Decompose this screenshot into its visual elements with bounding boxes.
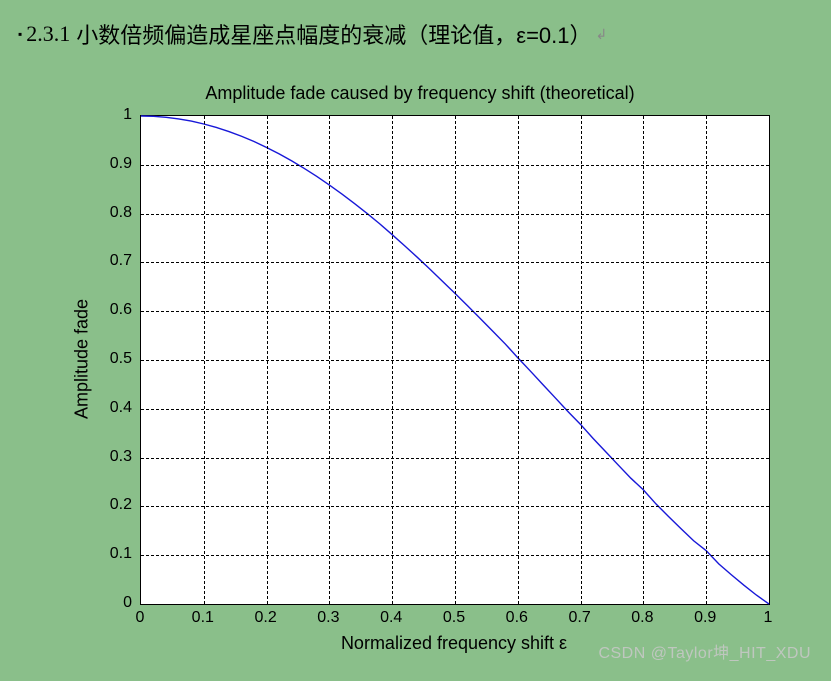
y-tick-label: 0.3: [110, 448, 132, 466]
x-tick-label: 0: [136, 609, 145, 627]
y-tick-label: 0.1: [110, 545, 132, 563]
grid-line-horizontal: [141, 214, 769, 215]
x-tick-label: 1: [764, 609, 773, 627]
grid-line-horizontal: [141, 262, 769, 263]
y-axis-label: Amplitude fade: [72, 299, 93, 419]
heading-text: 小数倍频偏造成星座点幅度的衰减（理论值，ε=0.1）: [76, 18, 591, 50]
section-number: 2.3.1: [26, 21, 70, 47]
y-tick-label: 0.2: [110, 496, 132, 514]
y-tick-label: 0.5: [110, 350, 132, 368]
y-tick-label: 0.7: [110, 252, 132, 270]
x-tick-label: 0.3: [317, 609, 339, 627]
x-tick-label: 0.9: [694, 609, 716, 627]
y-tick-label: 0.4: [110, 399, 132, 417]
heading-bullet: ▪: [18, 27, 22, 41]
x-tick-label: 0.1: [192, 609, 214, 627]
x-tick-label: 0.5: [443, 609, 465, 627]
grid-line-horizontal: [141, 458, 769, 459]
plot-area: [140, 115, 770, 605]
chart-container: Amplitude fade caused by frequency shift…: [40, 75, 800, 665]
chart-title: Amplitude fade caused by frequency shift…: [40, 83, 800, 104]
section-heading: ▪ 2.3.1 小数倍频偏造成星座点幅度的衰减（理论值，ε=0.1） ↲: [18, 18, 607, 50]
grid-line-horizontal: [141, 311, 769, 312]
grid-line-horizontal: [141, 409, 769, 410]
y-tick-label: 0: [123, 594, 132, 612]
grid-line-horizontal: [141, 165, 769, 166]
x-tick-label: 0.6: [506, 609, 528, 627]
x-tick-label: 0.2: [254, 609, 276, 627]
y-tick-label: 0.8: [110, 204, 132, 222]
x-tick-label: 0.8: [631, 609, 653, 627]
x-tick-label: 0.4: [380, 609, 402, 627]
x-axis-label: Normalized frequency shift ε: [341, 633, 567, 654]
y-tick-label: 0.6: [110, 301, 132, 319]
heading-tail-mark: ↲: [596, 26, 608, 43]
grid-line-horizontal: [141, 555, 769, 556]
grid-line-horizontal: [141, 360, 769, 361]
y-tick-label: 0.9: [110, 155, 132, 173]
x-tick-label: 0.7: [568, 609, 590, 627]
watermark: CSDN @Taylor坤_HIT_XDU: [598, 639, 811, 663]
y-tick-label: 1: [123, 106, 132, 124]
grid-line-horizontal: [141, 506, 769, 507]
